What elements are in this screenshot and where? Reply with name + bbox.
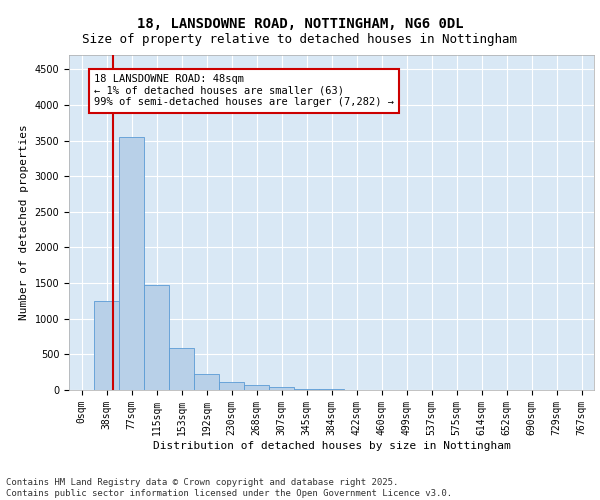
Text: 18, LANSDOWNE ROAD, NOTTINGHAM, NG6 0DL: 18, LANSDOWNE ROAD, NOTTINGHAM, NG6 0DL xyxy=(137,18,463,32)
Bar xyxy=(269,387,294,390)
Y-axis label: Number of detached properties: Number of detached properties xyxy=(19,124,29,320)
Bar xyxy=(169,348,194,390)
Bar xyxy=(244,385,269,390)
Text: Contains HM Land Registry data © Crown copyright and database right 2025.
Contai: Contains HM Land Registry data © Crown c… xyxy=(6,478,452,498)
Bar xyxy=(194,374,219,390)
Bar xyxy=(219,382,244,390)
Text: Size of property relative to detached houses in Nottingham: Size of property relative to detached ho… xyxy=(83,32,517,46)
Bar xyxy=(119,137,144,390)
Bar xyxy=(144,284,169,390)
Bar xyxy=(94,301,119,390)
Text: 18 LANSDOWNE ROAD: 48sqm
← 1% of detached houses are smaller (63)
99% of semi-de: 18 LANSDOWNE ROAD: 48sqm ← 1% of detache… xyxy=(94,74,394,108)
Bar xyxy=(294,388,319,390)
X-axis label: Distribution of detached houses by size in Nottingham: Distribution of detached houses by size … xyxy=(152,440,511,450)
